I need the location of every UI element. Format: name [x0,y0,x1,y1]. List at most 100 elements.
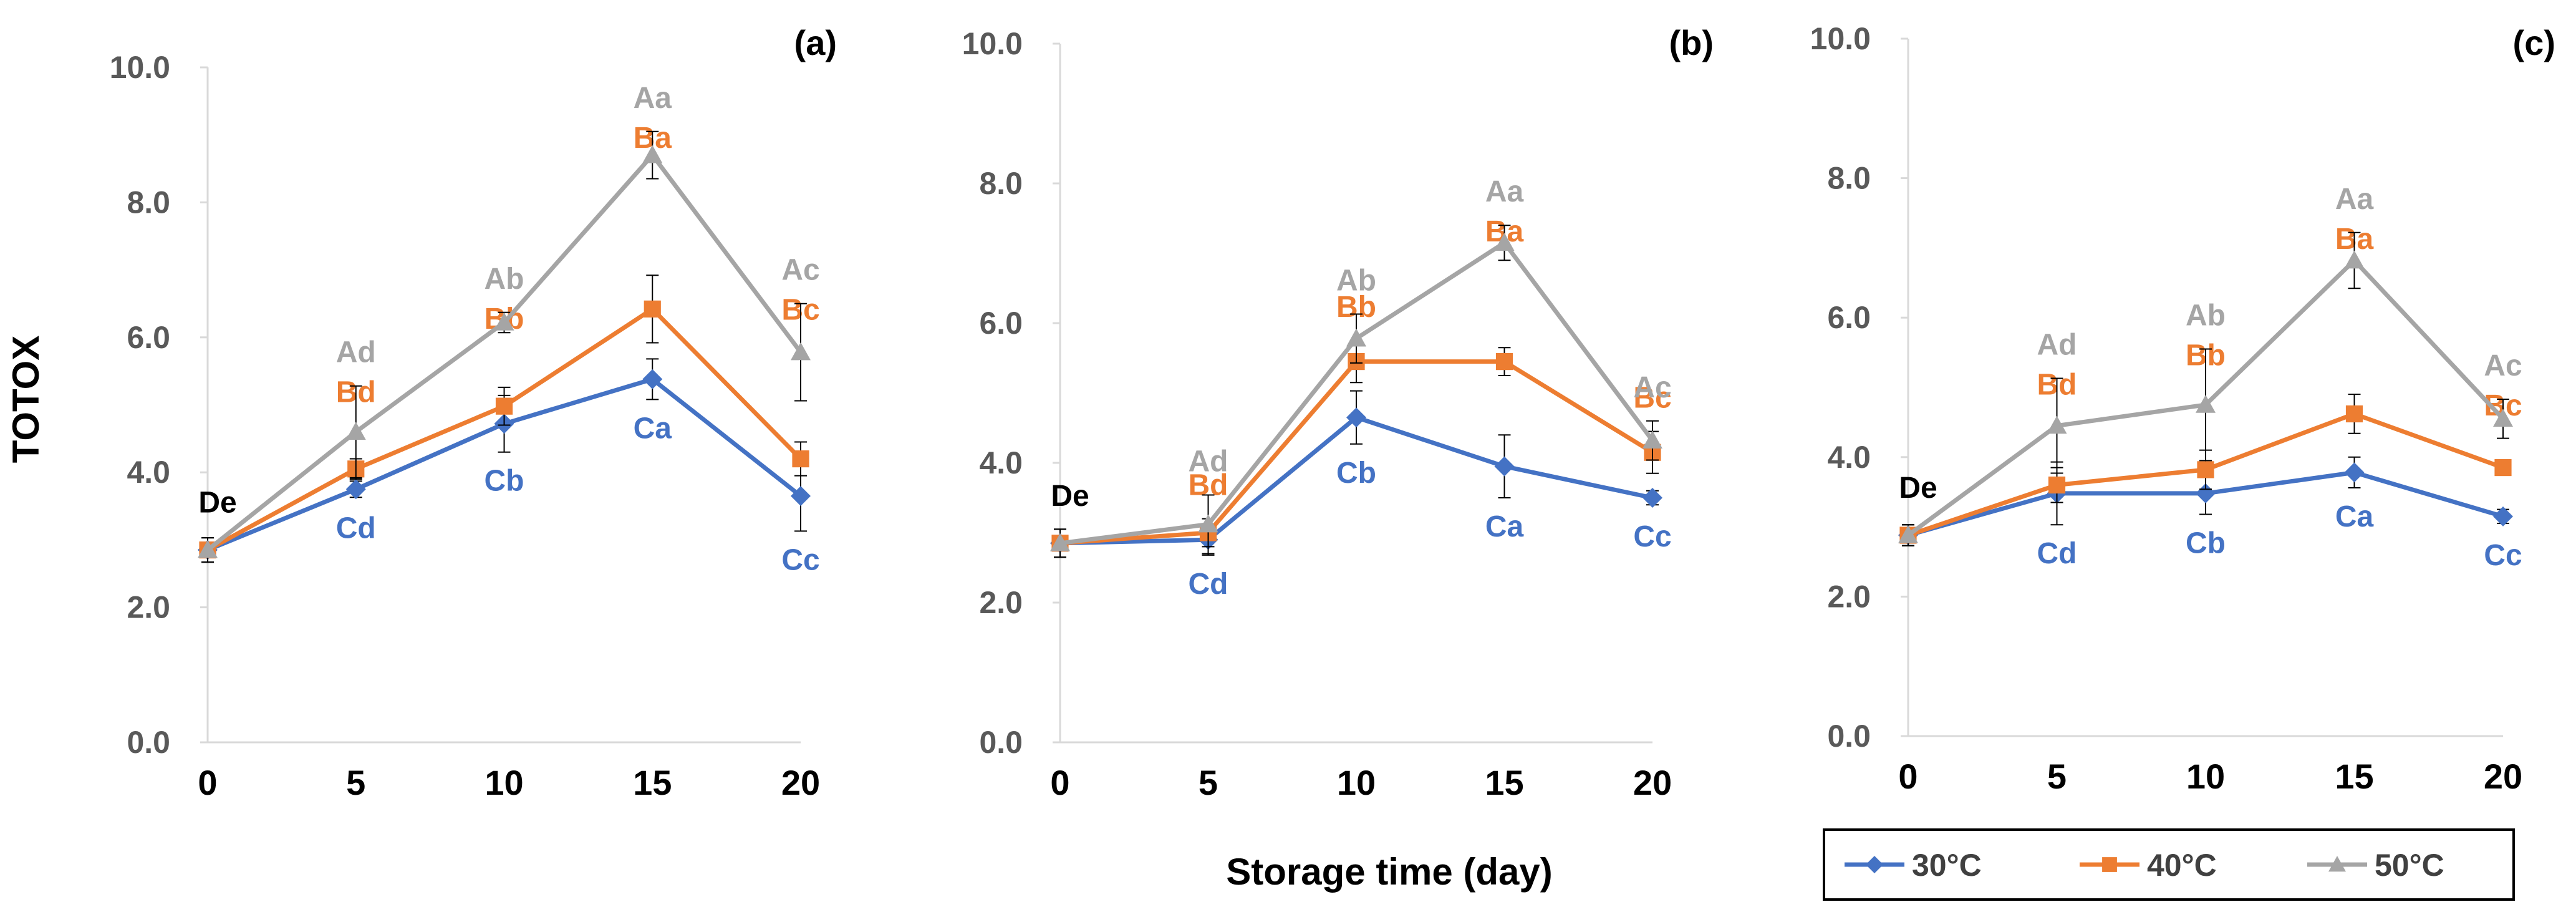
significance-label: Cd [336,512,376,545]
legend-label: 30°C [1912,848,1982,883]
y-tick-label: 4.0 [1827,440,1871,475]
panel-label: (a) [794,23,837,62]
x-tick-label: 15 [1485,763,1523,802]
significance-label: Cd [1189,568,1228,601]
data-point [1643,430,1662,449]
data-point [198,540,218,558]
significance-label: Ad [2037,328,2077,361]
series-line [1059,359,1654,546]
significance-label: Cb [2186,526,2226,560]
y-tick-label: 2.0 [1827,579,1871,614]
data-point [345,422,366,440]
data-point [2048,476,2066,494]
legend-label: 40°C [2147,848,2217,883]
y-tick-label: 4.0 [127,455,170,490]
y-tick-label: 8.0 [979,166,1023,201]
x-tick-label: 20 [781,763,820,802]
y-tick-label: 4.0 [979,445,1023,480]
y-tick-label: 2.0 [979,585,1023,620]
data-point [2494,458,2512,477]
data-point [2493,506,2513,526]
x-tick-label: 5 [346,763,365,802]
x-tick-label: 10 [2186,757,2225,796]
y-tick-label: 6.0 [127,320,170,355]
y-tick-label: 8.0 [1827,161,1871,196]
legend: 30°C 40°C 50°C [1823,828,2515,901]
significance-label: Bc [1633,382,1671,415]
significance-label: Ad [1189,445,1228,478]
significance-label: Aa [2335,183,2374,216]
data-point [2493,409,2513,427]
data-point [792,450,809,468]
data-point [2344,462,2365,483]
significance-label: Aa [634,82,672,115]
data-point [1346,328,1366,347]
x-tick-label: 15 [633,763,672,802]
significance-label: Ac [2484,349,2522,382]
legend-item: 50°C [2307,848,2444,883]
data-point [1494,233,1515,251]
data-point [791,342,811,361]
legend-marker [1866,856,1883,873]
chart-panels: 0.02.04.06.08.010.00 5 10 15 20(a)CdCbCaCcBd… [110,21,2555,802]
data-point [1050,533,1070,551]
x-axis-title: Storage time (day) [1226,851,1552,893]
data-point [495,397,513,415]
series-50c: De Ad Ab Aa Ac [1898,183,2522,546]
y-tick-label: 10.0 [110,50,170,85]
legend-item: 40°C [2080,848,2217,883]
data-point [642,145,663,163]
x-tick-label: 0 [198,763,217,802]
x-tick-label: 10 [485,763,523,802]
x-tick-label: 10 [1337,763,1376,802]
data-point [345,479,366,500]
data-point [2047,415,2067,434]
data-point [2196,483,2216,503]
significance-label: De [198,487,236,520]
legend-label: 50°C [2375,848,2444,883]
significance-label: Ca [634,412,672,445]
significance-label: Ab [2186,299,2226,332]
significance-label: Cc [781,543,819,576]
data-point [2197,461,2214,478]
y-tick-label: 0.0 [1827,719,1871,754]
data-point [1495,353,1513,371]
y-tick-label: 6.0 [1827,300,1871,335]
significance-label: Cc [1633,520,1671,553]
data-point [1198,514,1218,533]
data-point [1643,488,1662,508]
significance-label: Ac [1633,371,1671,404]
series-30c: Cd Cb Ca Cc [1050,390,1672,601]
data-point [791,486,811,507]
panel-3: 0.02.04.06.08.010.00 5 10 15 20(c)Cd CbCaCcBd… [1810,21,2555,796]
legend-marker [2328,856,2346,872]
significance-label: Cb [1336,457,1376,490]
y-tick-label: 10.0 [1810,21,1871,56]
data-point [1346,407,1366,428]
legend-item: 30°C [1845,848,1982,883]
significance-label: Ca [2335,500,2374,533]
x-tick-label: 20 [1633,763,1672,802]
data-point [1494,456,1515,477]
series-50c: De Ad Ab Aa Ac [198,82,820,563]
y-tick-label: 10.0 [962,26,1023,61]
x-tick-label: 0 [1050,763,1069,802]
legend-box [1823,828,2515,901]
significance-label: Cc [2484,539,2522,572]
y-tick-label: 0.0 [127,725,170,760]
y-tick-label: 0.0 [979,725,1023,760]
significance-label: Cd [2037,537,2077,570]
data-point [644,300,661,318]
y-tick-label: 6.0 [979,306,1023,341]
data-point [2345,405,2363,423]
significance-label: Ca [1485,510,1524,543]
data-point [2344,250,2365,269]
y-axis-title: TOTOX [5,336,47,463]
panel-label: (b) [1669,23,1714,62]
x-tick-label: 0 [1898,757,1918,796]
data-point [2196,394,2216,413]
data-point [1898,525,1918,543]
significance-label: Ad [336,336,376,369]
